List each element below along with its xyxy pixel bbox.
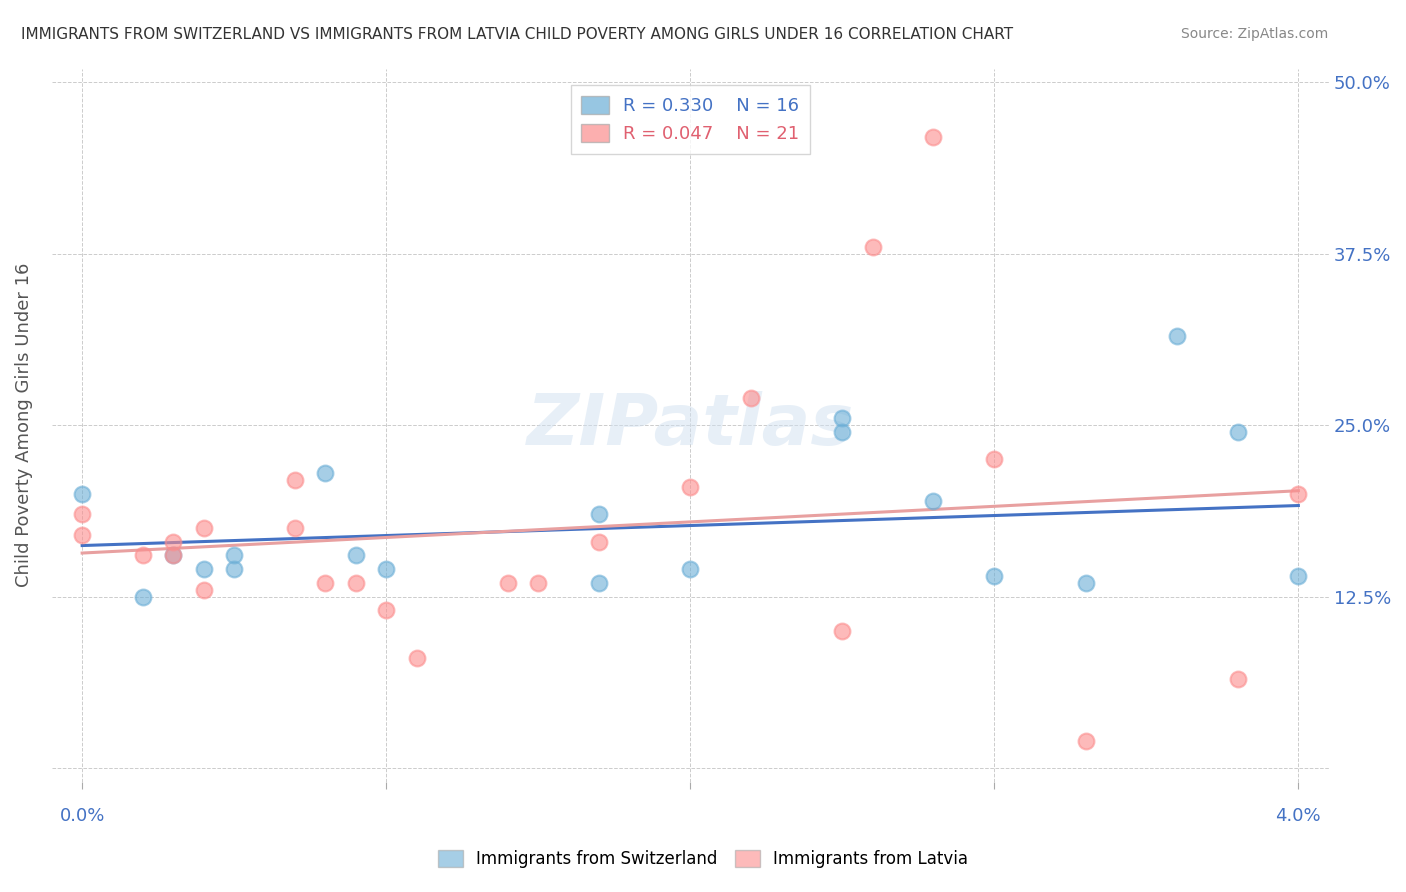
Point: [1226, 672, 1249, 686]
Point: [375, 562, 398, 576]
Point: [1074, 733, 1097, 747]
Point: [1166, 329, 1188, 343]
Text: IMMIGRANTS FROM SWITZERLAND VS IMMIGRANTS FROM LATVIA CHILD POVERTY AMONG GIRLS : IMMIGRANTS FROM SWITZERLAND VS IMMIGRANT…: [21, 27, 1014, 42]
Point: [224, 562, 246, 576]
Point: [344, 549, 367, 563]
Point: [193, 562, 215, 576]
Point: [922, 130, 945, 145]
Point: [314, 575, 336, 590]
Point: [1074, 575, 1097, 590]
Point: [831, 411, 853, 425]
Y-axis label: Child Poverty Among Girls Under 16: Child Poverty Among Girls Under 16: [15, 263, 32, 587]
Point: [862, 240, 884, 254]
Point: [588, 575, 610, 590]
Legend: Immigrants from Switzerland, Immigrants from Latvia: Immigrants from Switzerland, Immigrants …: [432, 843, 974, 875]
Point: [1286, 569, 1309, 583]
Point: [375, 603, 398, 617]
Point: [284, 521, 307, 535]
Point: [193, 582, 215, 597]
Point: [132, 549, 155, 563]
Point: [314, 466, 336, 480]
Point: [679, 562, 702, 576]
Point: [70, 486, 93, 500]
Text: 0.0%: 0.0%: [59, 807, 105, 825]
Point: [70, 528, 93, 542]
Point: [284, 473, 307, 487]
Text: 4.0%: 4.0%: [1275, 807, 1322, 825]
Point: [679, 480, 702, 494]
Point: [527, 575, 550, 590]
Point: [983, 452, 1005, 467]
Point: [70, 508, 93, 522]
Point: [1378, 432, 1400, 446]
Point: [162, 534, 184, 549]
Point: [740, 391, 762, 405]
Legend: R = 0.330    N = 16, R = 0.047    N = 21: R = 0.330 N = 16, R = 0.047 N = 21: [571, 85, 810, 154]
Point: [162, 549, 184, 563]
Text: Source: ZipAtlas.com: Source: ZipAtlas.com: [1181, 27, 1329, 41]
Point: [588, 508, 610, 522]
Point: [224, 549, 246, 563]
Point: [405, 651, 427, 665]
Point: [831, 624, 853, 638]
Point: [193, 521, 215, 535]
Point: [496, 575, 519, 590]
Point: [922, 493, 945, 508]
Point: [344, 575, 367, 590]
Point: [132, 590, 155, 604]
Point: [831, 425, 853, 439]
Text: ZIPatlas: ZIPatlas: [527, 391, 853, 459]
Point: [1286, 486, 1309, 500]
Point: [983, 569, 1005, 583]
Point: [162, 549, 184, 563]
Point: [588, 534, 610, 549]
Point: [1226, 425, 1249, 439]
